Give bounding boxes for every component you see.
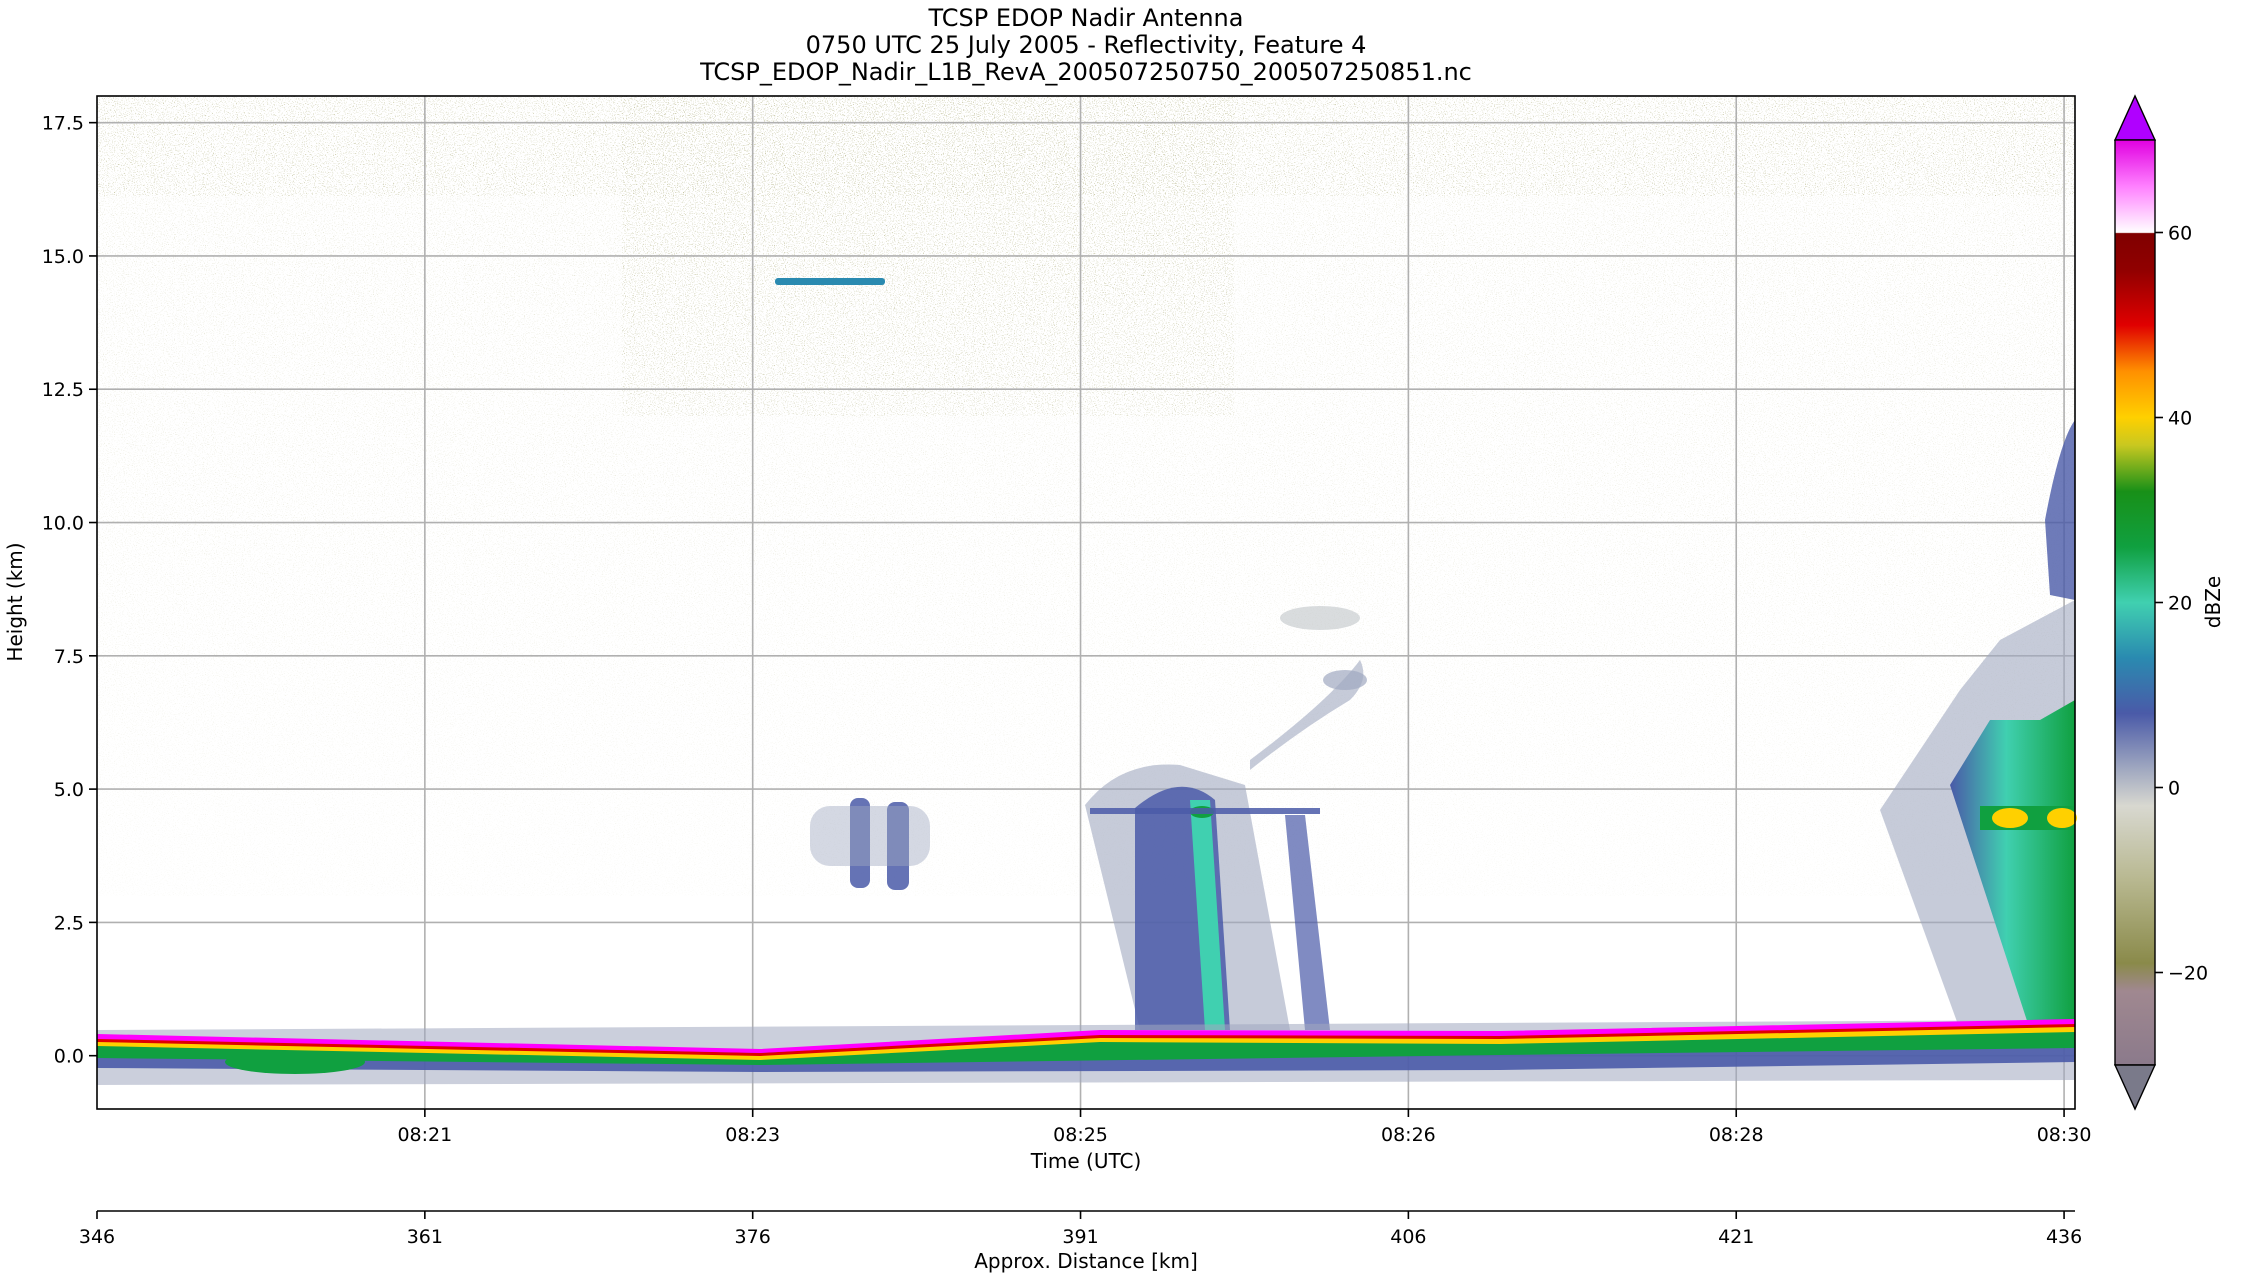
title: TCSP EDOP Nadir Antenna 0750 UTC 25 July… xyxy=(699,4,1472,86)
cell-c-upper xyxy=(2045,420,2075,600)
cell-c-body xyxy=(1950,700,2075,1030)
secondary-x-tick-label: 391 xyxy=(1062,1226,1098,1248)
x-tick-label: 08:28 xyxy=(1709,1124,1764,1146)
secondary-x-tick-label: 406 xyxy=(1390,1226,1426,1248)
surface-green-blob xyxy=(225,1050,365,1074)
colorbar-tick-label: 60 xyxy=(2168,223,2192,245)
cell-b-anvil-line xyxy=(1090,808,1320,814)
secondary-x-tick-label: 361 xyxy=(407,1226,443,1248)
colorbar: −20 0 20 40 60 dBZe xyxy=(2113,94,2225,1111)
cell-a-body-2 xyxy=(887,802,909,890)
x-axis-label: Time (UTC) xyxy=(1030,1149,1142,1173)
title-line-1: TCSP EDOP Nadir Antenna xyxy=(928,4,1244,32)
y-tick-label: 0.0 xyxy=(54,1046,84,1068)
cell-b-shaft xyxy=(1190,800,1225,1030)
y-axis: 0.0 2.5 5.0 7.5 10.0 12.5 15.0 17.5 xyxy=(42,113,97,1068)
colorbar-extend-bottom xyxy=(2113,1064,2157,1111)
colorbar-tick-label: −20 xyxy=(2168,963,2208,985)
cell-b xyxy=(1085,606,1367,1030)
secondary-x-tick-label: 346 xyxy=(79,1226,115,1248)
cell-c xyxy=(1880,420,2077,1030)
cell-b-upper-wisp xyxy=(1250,660,1364,770)
y-tick-label: 5.0 xyxy=(54,779,84,801)
colorbar-tick-label: 40 xyxy=(2168,408,2192,430)
x-tick-label: 08:23 xyxy=(725,1124,780,1146)
colorbar-gradient xyxy=(2114,139,2156,1066)
y-axis-label: Height (km) xyxy=(3,542,27,661)
x-tick-label: 08:26 xyxy=(1381,1124,1436,1146)
speckle-fade-overlay xyxy=(97,196,2075,896)
y-tick-label: 2.5 xyxy=(54,912,84,934)
echo-features xyxy=(97,278,2077,1085)
x-tick-label: 08:25 xyxy=(1053,1124,1108,1146)
cell-b-wisp-3 xyxy=(1280,606,1360,630)
secondary-x-axis: 346361376391406421436451 xyxy=(79,1210,2082,1248)
colorbar-extend-top xyxy=(2113,94,2157,141)
cell-a-haze xyxy=(810,806,930,866)
colorbar-ticks: −20 0 20 40 60 xyxy=(2155,223,2208,985)
radar-noise-speckle xyxy=(97,96,2075,896)
x-tick-label: 08:30 xyxy=(2037,1124,2092,1146)
x-axis: 08:21 08:23 08:25 08:26 08:28 08:30 xyxy=(397,1109,2092,1146)
x-tick-label: 08:21 xyxy=(397,1124,452,1146)
cell-c-core-1 xyxy=(1992,808,2028,828)
cell-c-core-2 xyxy=(2047,808,2077,828)
secondary-x-tick-label: 436 xyxy=(2046,1226,2082,1248)
secondary-x-axis-label: Approx. Distance [km] xyxy=(974,1249,1198,1273)
colorbar-label: dBZe xyxy=(2201,576,2225,628)
surface-echo xyxy=(97,1019,2075,1085)
y-tick-label: 12.5 xyxy=(42,379,84,401)
cell-b-wisp-2 xyxy=(1323,670,1367,690)
secondary-x-tick-label: 421 xyxy=(1718,1226,1754,1248)
cell-a xyxy=(810,798,930,890)
y-tick-label: 10.0 xyxy=(42,513,84,535)
y-tick-label: 17.5 xyxy=(42,113,84,135)
cell-a-body xyxy=(850,798,870,888)
colorbar-tick-label: 20 xyxy=(2168,593,2192,615)
y-tick-label: 7.5 xyxy=(54,646,84,668)
thin-echo-15km xyxy=(775,278,885,285)
y-tick-label: 15.0 xyxy=(42,246,84,268)
cell-b-fallstreak xyxy=(1285,815,1330,1030)
plot-frame xyxy=(96,95,2076,1110)
title-line-2: 0750 UTC 25 July 2005 - Reflectivity, Fe… xyxy=(806,31,1367,59)
secondary-x-tick-label: 376 xyxy=(735,1226,771,1248)
colorbar-tick-label: 0 xyxy=(2168,778,2180,800)
title-line-3: TCSP_EDOP_Nadir_L1B_RevA_200507250750_20… xyxy=(699,58,1472,86)
plot-area xyxy=(96,95,2077,1110)
